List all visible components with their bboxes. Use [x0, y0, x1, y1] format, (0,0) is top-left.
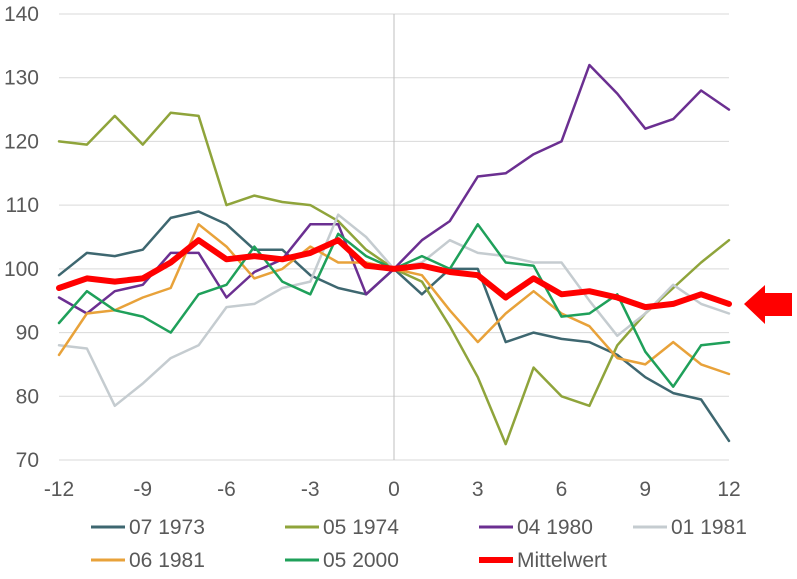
legend-label: 05 1974 — [323, 516, 399, 539]
y-tick-label: 100 — [4, 258, 39, 281]
y-tick-label: 140 — [4, 3, 39, 26]
legend-label: 04 1980 — [517, 516, 593, 539]
y-tick-label: 110 — [6, 194, 39, 217]
x-tick-label: 12 — [717, 478, 740, 501]
x-tick-label: -9 — [133, 478, 152, 501]
arrow-icon — [744, 285, 792, 324]
y-tick-label: 130 — [4, 67, 39, 90]
legend-label: 07 1973 — [129, 516, 205, 539]
x-axis-tick-labels: -12 -9 -6 -3 0 3 6 9 12 — [44, 478, 741, 501]
legend-label: Mittelwert — [517, 549, 607, 572]
series-line-mittelwert — [56, 237, 732, 311]
legend-label: 01 1981 — [671, 516, 747, 539]
legend-label: 05 2000 — [323, 549, 399, 572]
x-tick-label: 9 — [639, 478, 651, 501]
x-tick-label: 0 — [388, 478, 400, 501]
y-tick-label: 120 — [4, 130, 39, 153]
y-tick-label: 70 — [16, 449, 39, 472]
y-tick-label: 90 — [16, 322, 39, 345]
y-axis-tick-labels: 70 80 90 100 110 120 130 140 — [4, 3, 39, 472]
x-tick-label: -6 — [217, 478, 236, 501]
x-tick-label: -3 — [301, 478, 320, 501]
y-tick-label: 80 — [16, 385, 39, 408]
series-lines — [56, 63, 732, 446]
legend: 07 1973 05 1974 04 1980 01 1981 06 1981 05 20… — [91, 516, 747, 572]
legend-label: 06 1981 — [129, 549, 205, 572]
x-tick-label: 3 — [472, 478, 484, 501]
x-tick-label: -12 — [44, 478, 74, 501]
x-tick-label: 6 — [556, 478, 568, 501]
